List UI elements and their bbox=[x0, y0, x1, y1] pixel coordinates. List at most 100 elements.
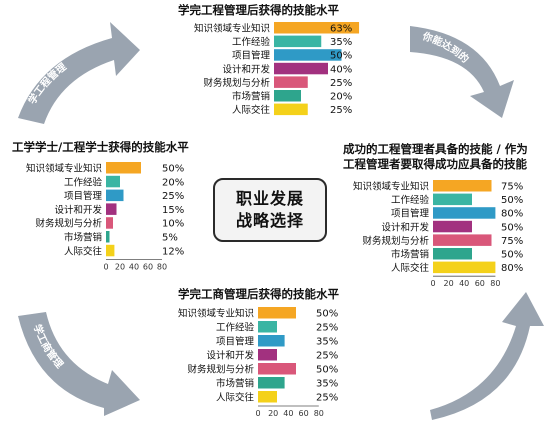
bar bbox=[106, 231, 110, 243]
category-label: 项目管理 bbox=[64, 190, 103, 202]
category-label: 工作经验 bbox=[391, 194, 430, 206]
x-tick-label: 60 bbox=[475, 279, 485, 288]
bar bbox=[106, 244, 115, 257]
category-label: 财务规划与分析 bbox=[187, 364, 254, 376]
arrow-top-left-label: 学工程管理 bbox=[25, 61, 69, 107]
category-label: 项目管理 bbox=[216, 336, 255, 348]
arrow-top-right-shape bbox=[410, 26, 514, 118]
value-label: 50% bbox=[316, 365, 338, 376]
value-label: 25% bbox=[330, 105, 352, 116]
category-label: 知识领域专业知识 bbox=[26, 163, 102, 175]
chart-svg: 知识领域专业知识 63% 工作经验 35% 项目管理 50% 设计和开发 40% 财务规划与分析… bbox=[194, 22, 360, 116]
value-label: 20% bbox=[330, 92, 352, 103]
chart-svg: 知识领域专业知识 50% 工作经验 25% 项目管理 35% 设计和开发 25% 财务规划与分析… bbox=[178, 307, 338, 418]
bar bbox=[258, 349, 277, 361]
bar bbox=[433, 193, 472, 206]
value-label: 35% bbox=[316, 337, 338, 348]
category-label: 知识领域专业知识 bbox=[194, 23, 270, 35]
chart-title: 学完工商管理后获得的技能水平 bbox=[178, 287, 339, 301]
bar bbox=[274, 22, 360, 34]
value-label: 25% bbox=[316, 323, 338, 334]
bar bbox=[274, 90, 301, 102]
x-tick-label: 40 bbox=[459, 279, 469, 288]
value-label: 50% bbox=[501, 195, 523, 206]
value-label: 5% bbox=[162, 233, 178, 244]
x-tick-label: 0 bbox=[103, 263, 108, 272]
category-label: 市场营销 bbox=[64, 232, 103, 244]
category-label: 知识领域专业知识 bbox=[178, 308, 254, 320]
category-label: 财务规划与分析 bbox=[35, 218, 102, 230]
value-label: 10% bbox=[162, 219, 184, 230]
chart-svg: 知识领域专业知识 75% 工作经验 50% 项目管理 80% 设计和开发 50% 财务规划与分析… bbox=[353, 180, 523, 288]
category-label: 人际交往 bbox=[391, 262, 430, 274]
value-label: 35% bbox=[316, 379, 338, 390]
bar bbox=[258, 335, 285, 347]
category-label: 设计和开发 bbox=[222, 63, 270, 75]
x-tick-label: 80 bbox=[314, 409, 324, 418]
chart-title-line1: 成功的工程管理者具备的技能 / 作为 bbox=[343, 142, 528, 156]
value-label: 80% bbox=[501, 209, 523, 220]
category-label: 人际交往 bbox=[216, 392, 255, 404]
value-label: 75% bbox=[501, 182, 523, 193]
bar bbox=[106, 175, 120, 188]
chart-title: 工学学士/工程学士获得的技能水平 bbox=[12, 140, 189, 154]
category-label: 市场营销 bbox=[232, 91, 271, 103]
value-label: 80% bbox=[501, 263, 523, 274]
x-tick-label: 0 bbox=[255, 409, 260, 418]
x-tick-label: 40 bbox=[283, 409, 293, 418]
bar bbox=[433, 234, 492, 246]
category-label: 市场营销 bbox=[391, 249, 430, 261]
bar bbox=[433, 261, 496, 274]
bar bbox=[274, 103, 308, 116]
value-label: 40% bbox=[330, 64, 352, 75]
bar bbox=[274, 35, 322, 48]
bar bbox=[106, 217, 113, 229]
value-label: 25% bbox=[330, 78, 352, 89]
center-title-line1: 职业发展 bbox=[235, 189, 304, 208]
value-label: 50% bbox=[316, 309, 338, 320]
arrow-bottom-right: 你能达到的 bbox=[430, 292, 544, 420]
category-label: 工作经验 bbox=[232, 36, 271, 48]
arrow-bottom-left: 学工商管理 bbox=[18, 312, 140, 416]
bar bbox=[274, 49, 342, 61]
x-tick-label: 20 bbox=[444, 279, 454, 288]
category-label: 知识领域专业知识 bbox=[353, 181, 429, 193]
x-tick-label: 0 bbox=[430, 279, 435, 288]
x-tick-label: 60 bbox=[143, 263, 153, 272]
category-label: 人际交往 bbox=[232, 104, 271, 116]
bar bbox=[258, 363, 296, 375]
chart-successful-manager: 成功的工程管理者具备的技能 / 作为 工程管理者要取得成功应具备的技能 知识领域… bbox=[335, 142, 555, 290]
bar bbox=[433, 180, 492, 192]
x-tick-label: 20 bbox=[115, 263, 125, 272]
bar bbox=[106, 203, 117, 215]
bar bbox=[258, 377, 285, 389]
chart-title: 学完工程管理后获得的技能水平 bbox=[178, 3, 339, 17]
value-label: 20% bbox=[162, 177, 184, 188]
bar bbox=[274, 62, 328, 75]
x-tick-label: 20 bbox=[268, 409, 278, 418]
bar bbox=[274, 76, 308, 88]
bar bbox=[106, 189, 124, 202]
value-label: 35% bbox=[330, 37, 352, 48]
chart-bachelor-degree: 工学学士/工程学士获得的技能水平 知识领域专业知识 50% 工作经验 20% 项目管理 2… bbox=[0, 140, 205, 280]
value-label: 12% bbox=[162, 246, 184, 257]
chart-svg: 知识领域专业知识 50% 工作经验 20% 项目管理 25% 设计和开发 15% 财务规划与分析… bbox=[26, 162, 184, 272]
arrow-bottom-right-label: 你能达到的 bbox=[437, 360, 484, 399]
arrow-top-right-label: 你能达到的 bbox=[420, 29, 471, 66]
category-label: 市场营销 bbox=[216, 378, 255, 390]
bar bbox=[258, 391, 277, 403]
value-label: 25% bbox=[162, 191, 184, 202]
arrow-top-left: 学工程管理 bbox=[18, 22, 140, 124]
bar bbox=[433, 220, 472, 233]
bar bbox=[433, 207, 496, 219]
value-label: 25% bbox=[316, 351, 338, 362]
arrow-bottom-left-label: 学工商管理 bbox=[31, 322, 66, 370]
arrow-bottom-right-shape bbox=[430, 292, 544, 420]
category-label: 工作经验 bbox=[216, 322, 255, 334]
center-strategy-box: 职业发展 战略选择 bbox=[213, 178, 327, 242]
chart-title-line2: 工程管理者要取得成功应具备的技能 bbox=[343, 157, 527, 171]
value-label: 50% bbox=[162, 164, 184, 175]
category-label: 财务规划与分析 bbox=[362, 235, 429, 247]
value-label: 50% bbox=[501, 250, 523, 261]
chart-engineering-management: 学完工程管理后获得的技能水平 知识领域专业知识 63% 工作经验 35% 项目管理 50%… bbox=[148, 0, 378, 125]
